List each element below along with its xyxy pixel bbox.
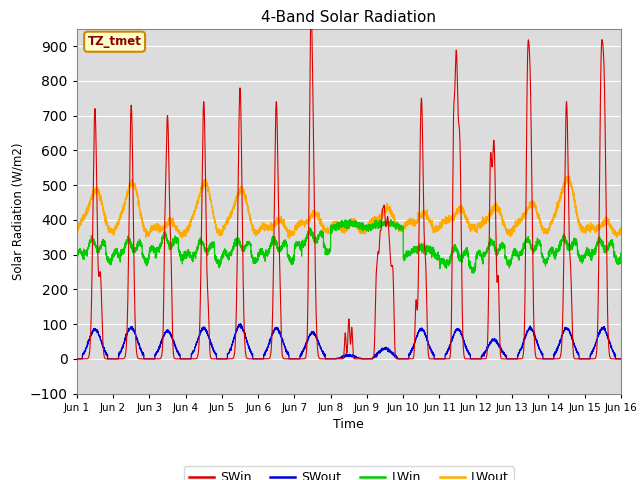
LWin (617, 250, 625, 256)
LWout (616, 226, 624, 231)
SWin (617, 356, 625, 362)
LWin (471, 268, 479, 274)
SWin (441, 356, 449, 362)
LWin (616, 261, 624, 266)
SWin (471, 356, 479, 362)
Title: 4-Band Solar Radiation: 4-Band Solar Radiation (261, 10, 436, 25)
LWout (566, 173, 573, 179)
LWout (73, 230, 81, 236)
LWout (329, 226, 337, 232)
LWout (171, 223, 179, 229)
LWin (328, 224, 336, 230)
SWin (307, 9, 315, 15)
SWin (329, 356, 337, 362)
LWout (617, 227, 625, 232)
SWout (171, 341, 179, 347)
Line: SWin: SWin (77, 12, 621, 359)
SWout (329, 356, 337, 362)
Line: LWout: LWout (77, 176, 621, 239)
SWout (502, 354, 509, 360)
SWout (441, 356, 449, 362)
SWout (236, 321, 244, 326)
SWout (471, 356, 479, 362)
Text: TZ_tmet: TZ_tmet (88, 35, 141, 48)
LWout (471, 228, 479, 234)
SWin (616, 356, 624, 362)
SWout (617, 356, 625, 362)
LWin (171, 238, 179, 244)
LWin (502, 256, 509, 262)
LWout (441, 219, 449, 225)
Line: LWin: LWin (77, 219, 621, 273)
X-axis label: Time: Time (333, 418, 364, 431)
Y-axis label: Solar Radiation (W/m2): Solar Radiation (W/m2) (12, 143, 24, 280)
LWout (502, 225, 509, 231)
LWout (285, 236, 293, 241)
LWin (73, 252, 81, 257)
LWin (346, 216, 354, 222)
LWin (441, 262, 449, 267)
SWout (616, 356, 624, 362)
LWin (470, 270, 477, 276)
SWin (73, 356, 81, 362)
Legend: SWin, SWout, LWin, LWout: SWin, SWout, LWin, LWout (184, 467, 514, 480)
Line: SWout: SWout (77, 324, 621, 359)
SWout (73, 356, 81, 362)
SWin (171, 356, 179, 361)
SWin (502, 356, 509, 362)
